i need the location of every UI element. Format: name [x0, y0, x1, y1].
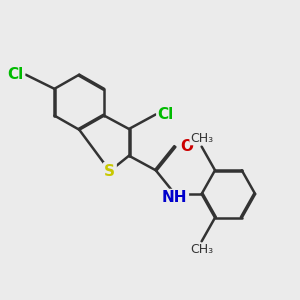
Text: NH: NH	[162, 190, 188, 205]
Text: Cl: Cl	[8, 67, 24, 82]
Text: CH₃: CH₃	[190, 243, 213, 256]
Text: CH₃: CH₃	[190, 132, 213, 145]
Text: Cl: Cl	[158, 107, 174, 122]
Text: S: S	[104, 164, 115, 178]
Text: O: O	[180, 139, 193, 154]
